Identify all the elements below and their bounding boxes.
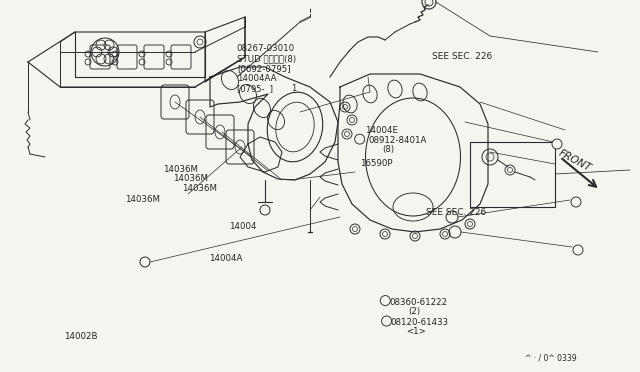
Bar [470,142,555,207]
Text: 08120-61433: 08120-61433 [390,318,449,327]
Text: (2): (2) [408,307,420,316]
Text: 14036M: 14036M [173,174,208,183]
Circle shape [573,245,583,255]
Text: STUD スタッド(8): STUD スタッド(8) [237,54,296,63]
Text: 16590P: 16590P [360,159,392,168]
Text: 1: 1 [291,84,296,93]
Text: <1>: <1> [406,327,426,336]
Text: 14036M: 14036M [163,165,198,174]
Text: 14002B: 14002B [64,332,97,341]
Circle shape [571,197,581,207]
Text: 14036M: 14036M [182,185,218,193]
Text: [0692-0795]: [0692-0795] [237,64,291,73]
Text: SEE SEC. 226: SEE SEC. 226 [432,52,492,61]
Text: SEE SEC. 226: SEE SEC. 226 [426,208,486,217]
Text: (8): (8) [383,145,395,154]
Text: [0795-  ]: [0795- ] [237,84,273,93]
Text: 14004E: 14004E [365,126,398,135]
Circle shape [381,316,392,326]
Text: 14004A: 14004A [209,254,242,263]
Text: 14036M: 14036M [125,195,160,203]
Circle shape [355,134,365,144]
Text: 08267-03010: 08267-03010 [237,44,295,53]
Text: 14004: 14004 [229,222,257,231]
Text: 08360-61222: 08360-61222 [389,298,447,307]
Circle shape [552,139,562,149]
Text: 08912-8401A: 08912-8401A [368,136,426,145]
Circle shape [380,296,390,305]
Text: 14004AA: 14004AA [237,74,276,83]
Text: FRONT: FRONT [557,148,593,173]
Text: ^ · / 0^ 0339: ^ · / 0^ 0339 [525,353,577,362]
